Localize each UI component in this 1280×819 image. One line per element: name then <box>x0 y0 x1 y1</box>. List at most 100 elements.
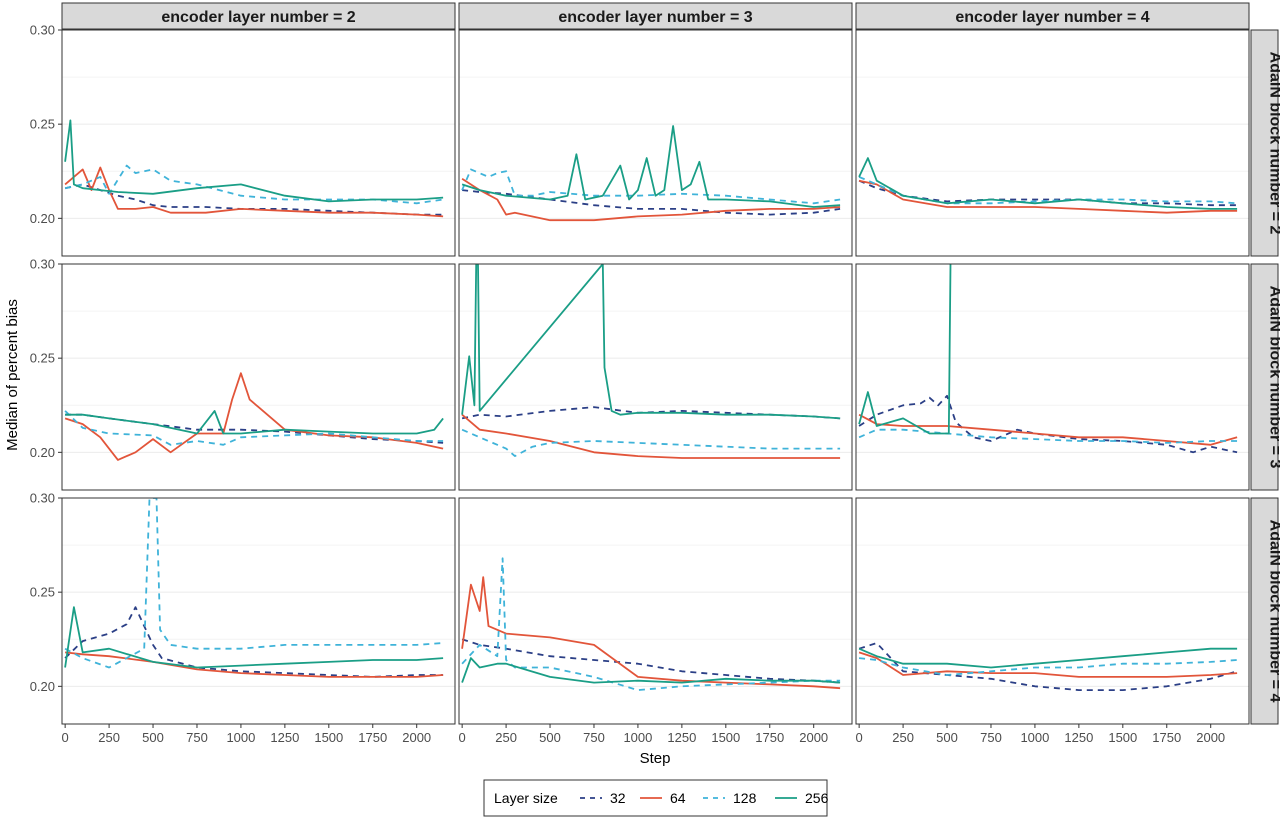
x-tick-label: 750 <box>186 730 208 745</box>
y-axis-title: Median of percent bias <box>4 299 21 451</box>
col-strip-label: encoder layer number = 3 <box>558 9 752 26</box>
series-group <box>461 125 841 222</box>
series-line-64 <box>461 178 841 222</box>
series-group <box>64 372 444 461</box>
facet-panel <box>61 29 456 257</box>
panel-border <box>855 497 1250 725</box>
series-line-64 <box>858 651 1238 678</box>
x-tick-label: 500 <box>539 730 561 745</box>
panel-background <box>459 30 852 256</box>
series-line-128 <box>461 428 841 458</box>
legend-label-256: 256 <box>805 790 829 806</box>
series-line-32 <box>858 179 1238 207</box>
series-line-256 <box>858 647 1238 669</box>
panel-border <box>61 263 456 491</box>
x-tick-label: 1250 <box>667 730 696 745</box>
legend: Layer size 32 64 128 256 <box>483 779 829 817</box>
col-strip-label: encoder layer number = 4 <box>955 9 1149 26</box>
facet-panels <box>61 29 1250 725</box>
facet-panel <box>458 29 853 257</box>
panel-background <box>62 264 455 490</box>
panel-border <box>61 497 456 725</box>
series-group <box>64 498 444 678</box>
x-tick-label: 1250 <box>270 730 299 745</box>
x-tick-label: 1000 <box>226 730 255 745</box>
series-line-128 <box>461 168 841 205</box>
x-tick-label: 250 <box>495 730 517 745</box>
panel-border <box>61 29 456 257</box>
row-strip-label: AdaIN block number = 3 <box>1267 286 1280 469</box>
series-line-128 <box>858 428 1238 444</box>
col-strip-bg <box>855 2 1250 30</box>
panel-border <box>855 263 1250 491</box>
x-tick-label: 1750 <box>755 730 784 745</box>
y-tick-label: 0.20 <box>30 211 55 226</box>
series-line-128 <box>461 557 841 691</box>
x-tick-label: 1250 <box>1064 730 1093 745</box>
panel-background <box>459 498 852 724</box>
facet-panel <box>855 29 1250 257</box>
legend-label-128: 128 <box>733 790 757 806</box>
series-line-256 <box>461 657 841 684</box>
legend-label-32: 32 <box>610 790 626 806</box>
series-line-64 <box>858 179 1238 214</box>
y-tick-label: 0.30 <box>30 23 55 38</box>
y-tick-label: 0.30 <box>30 257 55 272</box>
series-line-64 <box>64 166 444 218</box>
legend-title: Layer size <box>494 790 558 806</box>
panel-background <box>856 30 1249 256</box>
series-line-64 <box>64 372 444 461</box>
x-tick-label: 1500 <box>314 730 343 745</box>
series-line-64 <box>65 651 444 678</box>
panel-border <box>458 497 853 725</box>
series-line-32 <box>858 394 1238 454</box>
facet-panel <box>458 263 853 491</box>
panel-background <box>856 264 1249 490</box>
series-group <box>461 557 841 691</box>
y-tick-label: 0.30 <box>30 491 55 506</box>
y-tick-label: 0.20 <box>30 679 55 694</box>
series-line-64 <box>461 576 841 690</box>
x-axis-title: Step <box>640 750 671 767</box>
facet-panel <box>855 263 1250 491</box>
x-tick-label: 250 <box>892 730 914 745</box>
row-strip-bg <box>1250 263 1279 491</box>
panel-border <box>458 29 853 257</box>
series-line-256 <box>64 119 444 203</box>
x-tick-label: 2000 <box>799 730 828 745</box>
series-line-256 <box>64 606 444 669</box>
panel-border <box>855 29 1250 257</box>
series-group <box>858 157 1238 214</box>
y-tick-label: 0.20 <box>30 445 55 460</box>
series-line-256 <box>461 264 841 420</box>
facet-panel <box>458 497 853 725</box>
row-strip-bg <box>1250 497 1279 725</box>
legend-label-64: 64 <box>670 790 686 806</box>
facet-panel <box>61 263 456 491</box>
series-line-256 <box>65 409 444 435</box>
panel-background <box>62 30 455 256</box>
x-tick-label: 0 <box>459 730 466 745</box>
x-tick-label: 750 <box>583 730 605 745</box>
row-strip-label: AdaIN block number = 4 <box>1267 520 1280 703</box>
x-tick-label: 0 <box>62 730 69 745</box>
x-tick-label: 1000 <box>623 730 652 745</box>
row-strip-bg <box>1250 29 1279 257</box>
panel-background <box>62 498 455 724</box>
series-line-128 <box>64 498 444 669</box>
x-tick-label: 2000 <box>1196 730 1225 745</box>
x-tick-label: 1750 <box>358 730 387 745</box>
series-line-64 <box>461 414 841 459</box>
x-tick-label: 500 <box>142 730 164 745</box>
facet-panel <box>61 497 456 725</box>
x-tick-label: 1500 <box>711 730 740 745</box>
y-tick-label: 0.25 <box>30 351 55 366</box>
series-line-256 <box>858 264 952 435</box>
axes: 0.20 0.25 0.30 0.20 0.25 0.30 0.20 0.25 0.30 0 250… <box>30 23 1225 746</box>
series-line-128 <box>858 176 1238 205</box>
series-line-256 <box>461 125 841 208</box>
y-tick-label: 0.25 <box>30 117 55 132</box>
facet-strips: encoder layer number = 2 encoder layer nu… <box>61 2 1280 725</box>
x-tick-label: 750 <box>980 730 1002 745</box>
